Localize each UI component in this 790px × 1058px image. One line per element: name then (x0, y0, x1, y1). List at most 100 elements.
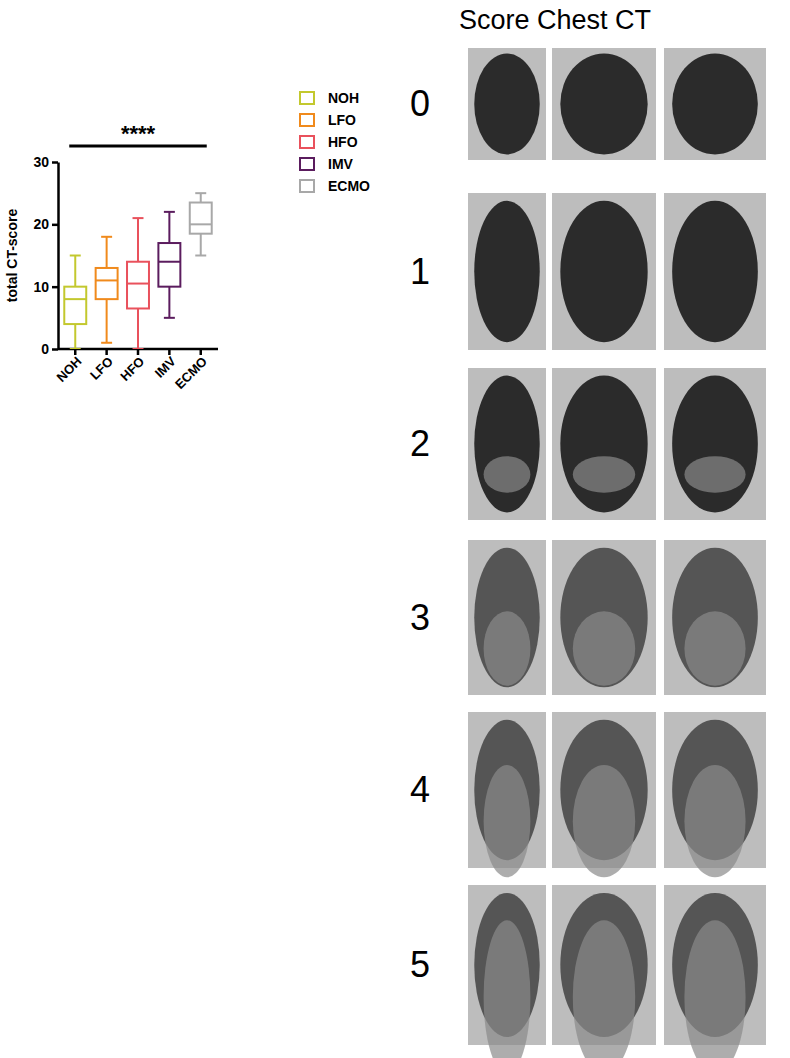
ct-opacity (684, 456, 745, 492)
box (96, 237, 118, 343)
y-tick-label: 10 (33, 279, 49, 295)
ct-frame (664, 368, 766, 520)
legend-swatch (300, 92, 314, 104)
ct-image (468, 48, 546, 160)
score-label: 4 (410, 769, 430, 810)
x-tick-label: NOH (54, 354, 85, 385)
y-tick-label: 0 (41, 341, 49, 357)
score-label: 0 (410, 83, 430, 124)
ct-frame (552, 368, 656, 520)
box (158, 212, 180, 318)
legend-swatch (300, 114, 314, 126)
whisker-cap-low (70, 348, 81, 349)
ct-frame (552, 48, 656, 160)
ct-image (552, 193, 656, 350)
ct-opacity (573, 611, 635, 685)
x-tick: HFO (117, 349, 147, 384)
ct-lung (672, 548, 758, 688)
annotation: **** (121, 121, 156, 146)
x-tick-mark (105, 349, 108, 355)
ct-frame (468, 193, 546, 350)
ct-image (664, 48, 766, 160)
legend-item: IMV (300, 156, 354, 172)
ct-lung (474, 376, 540, 513)
whisker-low (74, 324, 76, 349)
ct-lung (474, 548, 540, 688)
whisker-cap-low (133, 348, 144, 349)
ct-lung (560, 54, 647, 155)
score-label: 3 (410, 597, 430, 638)
ct-image (552, 368, 656, 520)
ct-image (468, 540, 546, 695)
ct-image (664, 368, 766, 520)
legend-label: HFO (328, 134, 358, 150)
ct-opacity (484, 920, 531, 1058)
x-tick: LFO (87, 349, 116, 383)
box-median (158, 261, 180, 263)
x-tick: IMV (152, 349, 179, 381)
x-tick: ECMO (172, 349, 210, 392)
ct-image (468, 885, 546, 1058)
legend-item: LFO (300, 112, 356, 128)
legend-label: NOH (328, 90, 359, 106)
ct-opacity (573, 765, 635, 877)
box-median (127, 283, 149, 285)
y-tick-mark (52, 286, 58, 289)
ct-image (552, 48, 656, 160)
ct-opacity (484, 611, 531, 685)
score-label: 5 (410, 944, 430, 985)
ct-image (468, 193, 546, 350)
plot-area (64, 193, 211, 349)
ct-image (468, 368, 546, 520)
x-tick-label: IMV (152, 354, 179, 381)
whisker-low (137, 308, 139, 349)
ct-lung (672, 201, 758, 342)
legend-item: HFO (300, 134, 358, 150)
x-tick-label: ECMO (172, 354, 210, 392)
ct-lung (672, 54, 758, 155)
ct-opacity (684, 765, 745, 877)
x-tick-mark (137, 349, 140, 355)
ct-image (664, 540, 766, 695)
ct-frame (552, 193, 656, 350)
ct-opacity (484, 765, 531, 877)
ct-frame (664, 540, 766, 695)
whisker-high (200, 193, 202, 202)
score-label: 1 (410, 251, 430, 292)
x-tick-mark (74, 349, 77, 355)
whisker-low (200, 234, 202, 256)
box-median (96, 279, 118, 281)
y-axis: 0 10 20 30 (33, 154, 58, 357)
x-tick-label: LFO (87, 354, 116, 383)
ct-frame (664, 48, 766, 160)
y-tick-label: 20 (33, 216, 49, 232)
whisker-cap-high (133, 217, 144, 219)
legend-item: NOH (300, 90, 359, 106)
ct-lung (560, 548, 647, 688)
ct-frame (468, 48, 546, 160)
box (127, 218, 149, 349)
whisker-low (106, 299, 108, 343)
ct-image (664, 712, 766, 877)
legend-label: ECMO (328, 178, 370, 194)
ct-lung (560, 376, 647, 513)
ct-lung (672, 376, 758, 513)
box-iqr (64, 287, 86, 324)
y-tick-mark (52, 224, 58, 227)
y-tick-label: 30 (33, 154, 49, 170)
ct-image (468, 712, 546, 877)
whisker-cap-low (164, 317, 175, 319)
ct-frame (664, 193, 766, 350)
ct-lung (560, 201, 647, 342)
whisker-high (74, 256, 76, 287)
panel-title: Score Chest CT (459, 5, 651, 35)
y-tick-mark (52, 161, 58, 164)
box-iqr (158, 243, 180, 287)
legend: NOH LFO HFO IMV ECMO (300, 90, 370, 194)
y-axis-line (57, 163, 60, 350)
ct-opacity (484, 456, 531, 492)
ct-lung (474, 54, 540, 155)
whisker-cap-high (195, 192, 206, 194)
y-tick: 10 (33, 279, 58, 295)
ct-image (664, 193, 766, 350)
